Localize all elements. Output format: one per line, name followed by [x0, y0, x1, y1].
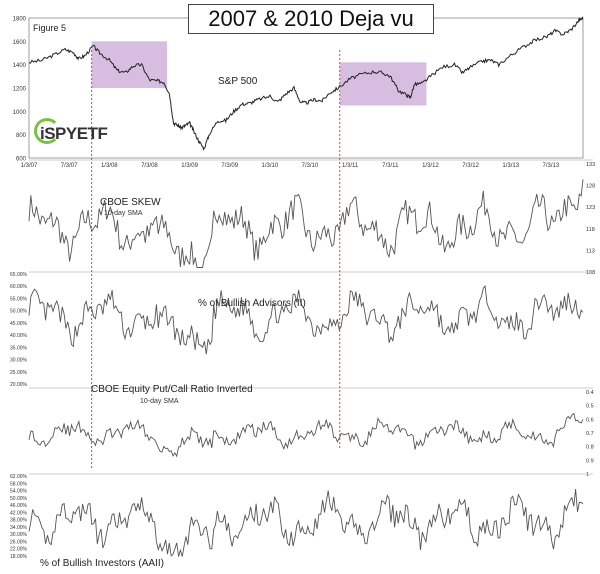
sp500-ytick-3: 1200 [13, 87, 27, 93]
bullish_investors-ytick-2: 54.00% [10, 489, 28, 495]
investors-label: % of Bullish Investors (AAII) [40, 558, 164, 569]
putcall_inverted-ytick-6: 1 [586, 472, 589, 478]
sp500-label: S&P 500 [218, 76, 258, 87]
advisors-label: % of Bullish Advisors (II) [198, 298, 306, 309]
putcall-label: CBOE Equity Put/Call Ratio Inverted [91, 384, 253, 395]
sp500-ytick-6: 600 [16, 157, 27, 163]
bullish_advisors-ytick-5: 40.00% [10, 333, 28, 339]
putcall_inverted-line [28, 412, 584, 458]
bullish_advisors-ytick-8: 25.00% [10, 370, 28, 376]
sp500-xtick-2: 1/3/08 [101, 163, 118, 169]
sp500-ytick-2: 1400 [13, 63, 27, 69]
sp500-xtick-11: 7/3/12 [462, 163, 479, 169]
putcall_inverted-ytick-3: 0.7 [586, 431, 594, 437]
bullish_investors-ytick-11: 18.00% [10, 554, 28, 560]
putcall_inverted-ytick-4: 0.8 [586, 445, 594, 451]
figure-label: Figure 5 [33, 23, 67, 33]
sp500-ytick-0: 1800 [13, 17, 27, 23]
bullish_investors-ytick-6: 38.00% [10, 518, 28, 524]
bullish_investors-ytick-0: 62.00% [10, 474, 28, 480]
bullish_investors-ytick-5: 42.00% [10, 510, 28, 516]
chart-title: 2007 & 2010 Deja vu [188, 4, 434, 34]
skew-ytick-2: 123 [586, 205, 595, 211]
bullish_investors-ytick-9: 26.00% [10, 539, 28, 545]
sp500-ytick-5: 800 [16, 133, 27, 139]
bullish_investors-ytick-8: 30.00% [10, 532, 28, 538]
sp500-xtick-12: 1/3/13 [502, 163, 519, 169]
sp500-xtick-7: 7/3/10 [302, 163, 319, 169]
bullish_investors-ytick-3: 50.00% [10, 496, 28, 502]
bullish_advisors-line [28, 284, 584, 355]
skew-line [28, 179, 584, 268]
skew-ytick-3: 118 [586, 227, 595, 233]
putcall_inverted-ytick-1: 0.5 [586, 404, 594, 410]
sp500-ytick-1: 1600 [13, 40, 27, 46]
sp500-xtick-6: 1/3/10 [262, 163, 279, 169]
bullish_advisors-ytick-9: 20.00% [10, 382, 28, 388]
skew-ytick-4: 113 [586, 248, 595, 254]
bullish_investors-line [28, 489, 584, 557]
skew-sublabel: 10-day SMA [104, 210, 143, 217]
bullish_investors-ytick-4: 46.00% [10, 503, 28, 509]
sp500-xtick-13: 7/3/13 [543, 163, 560, 169]
putcall_inverted-ytick-2: 0.6 [586, 417, 594, 423]
highlight-box-1 [91, 41, 168, 88]
putcall_inverted-ytick-0: 0.4 [586, 390, 594, 396]
sp500-ytick-4: 1000 [13, 110, 27, 116]
bullish_advisors-ytick-3: 50.00% [10, 309, 28, 315]
sp500-xtick-4: 1/3/09 [181, 163, 198, 169]
bullish_investors-ytick-1: 58.00% [10, 481, 28, 487]
sp500-line [28, 16, 584, 151]
bullish_advisors-ytick-7: 30.00% [10, 358, 28, 364]
bullish_advisors-ytick-6: 35.00% [10, 345, 28, 351]
skew-label: CBOE SKEW [100, 197, 161, 208]
skew-ytick-1: 128 [586, 184, 595, 190]
bullish_advisors-ytick-2: 55.00% [10, 296, 28, 302]
skew-ytick-5: 108 [586, 270, 595, 276]
sp500-xtick-5: 7/3/09 [221, 163, 238, 169]
sp500-xtick-1: 7/3/07 [61, 163, 78, 169]
putcall-sublabel: 10-day SMA [140, 398, 179, 405]
bullish_investors-ytick-10: 22.00% [10, 547, 28, 553]
sp500-xtick-0: 1/3/07 [21, 163, 38, 169]
sp500-xtick-10: 1/3/12 [422, 163, 439, 169]
highlight-box-2 [339, 62, 427, 106]
bullish_advisors-ytick-1: 60.00% [10, 284, 28, 290]
sp500-xtick-3: 7/3/08 [141, 163, 158, 169]
putcall_inverted-ytick-5: 0.9 [586, 458, 594, 464]
bullish_investors-ytick-7: 34.00% [10, 525, 28, 531]
skew-ytick-0: 133 [586, 162, 595, 168]
sp500-xtick-9: 7/3/11 [382, 163, 399, 169]
bullish_advisors-ytick-0: 65.00% [10, 272, 28, 278]
bullish_advisors-ytick-4: 45.00% [10, 321, 28, 327]
sp500-xtick-8: 1/3/11 [342, 163, 359, 169]
logo-text: iSPYETF [40, 124, 108, 143]
logo-ring-icon [34, 118, 60, 144]
